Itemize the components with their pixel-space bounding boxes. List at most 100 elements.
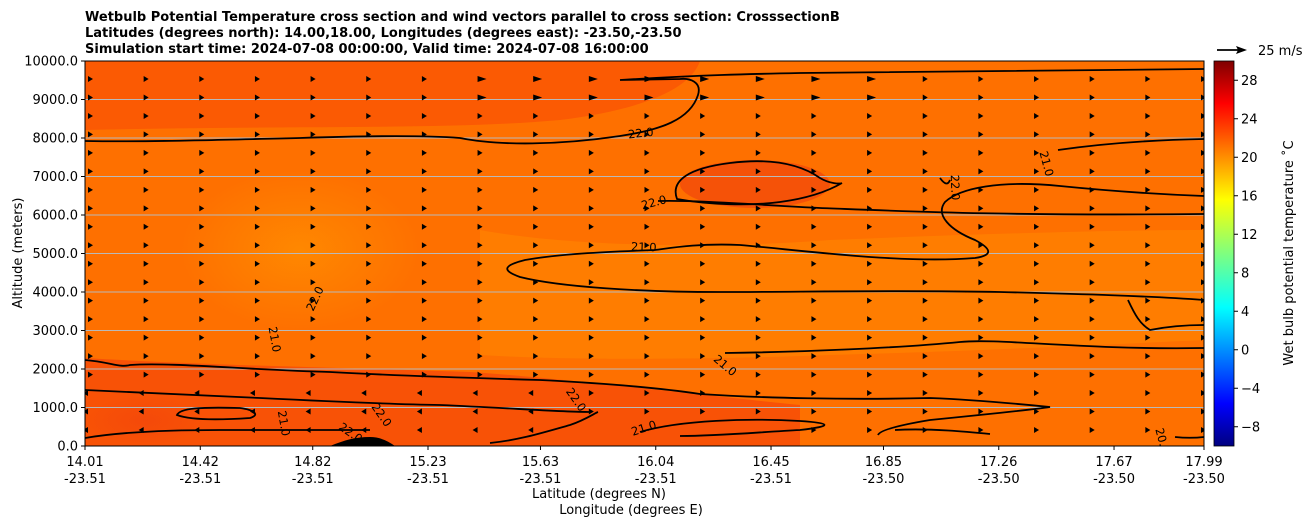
contour-label-7: 21.0 — [266, 326, 284, 354]
wind-vector — [421, 260, 427, 267]
wind-vector — [1089, 353, 1095, 360]
wind-vector — [588, 242, 594, 249]
wind-vector — [811, 223, 817, 230]
wind-vector — [922, 390, 928, 397]
wind-vector — [1201, 76, 1204, 82]
wind-vector — [143, 260, 149, 267]
wind-vector — [588, 297, 594, 304]
wind-vector — [811, 242, 817, 249]
x-tick-label-lat: 17.99 — [1185, 455, 1222, 470]
wind-vector — [361, 427, 367, 433]
wind-vector — [644, 408, 650, 415]
wind-vector — [199, 131, 205, 138]
wind-vector — [310, 242, 316, 249]
wind-vector — [199, 76, 205, 82]
wind-vector — [922, 94, 928, 101]
wind-vector — [1201, 223, 1204, 230]
x-tick-label-lon: -23.51 — [635, 472, 677, 487]
wind-vector — [254, 297, 260, 304]
y-tick-label: 8000.0 — [33, 132, 79, 147]
wind-vector — [254, 260, 260, 267]
wind-vector — [588, 223, 594, 230]
wind-vector — [254, 279, 260, 286]
colorbar-label: Wet bulb potential temperature ˚C — [1281, 140, 1297, 365]
wind-vector — [249, 390, 255, 397]
wind-vector — [755, 297, 761, 304]
wind-vector — [922, 242, 928, 249]
wind-vector — [755, 260, 761, 267]
wind-vector — [1201, 427, 1204, 433]
wind-vector — [366, 94, 372, 101]
wind-vector — [755, 94, 765, 101]
wind-vector — [421, 353, 427, 360]
title-line-1: Wetbulb Potential Temperature cross sect… — [85, 10, 840, 25]
wind-vector — [88, 353, 93, 360]
wind-vector — [1034, 223, 1040, 230]
wind-vector — [472, 408, 478, 415]
wind-vector — [1089, 427, 1095, 433]
wind-vector — [88, 316, 93, 323]
wind-vector — [1034, 242, 1040, 249]
wind-vector — [254, 316, 260, 323]
wind-vector — [1034, 334, 1040, 341]
wind-vector — [88, 205, 93, 212]
field-upper-warm — [85, 61, 700, 130]
wind-vector — [1201, 94, 1204, 101]
wind-vector — [1145, 223, 1151, 230]
wind-vector — [755, 76, 765, 82]
wind-vector — [644, 76, 654, 82]
plot-area: 22.0 22.0 21.0 22.0 22.0 21.0 21.0 22.0 … — [85, 61, 1204, 446]
wind-vector — [922, 112, 928, 119]
contour-22-bottom — [489, 411, 599, 444]
wind-vector — [528, 408, 534, 415]
wind-vector — [194, 427, 200, 433]
wind-vector — [1089, 297, 1095, 304]
wind-vector — [867, 297, 873, 304]
wind-vector — [811, 149, 817, 156]
wind-vector — [811, 76, 821, 82]
contour-label-1: 22.0 — [627, 125, 654, 142]
wind-vector — [1145, 260, 1151, 267]
wind-vector — [700, 186, 706, 193]
wind-vector — [143, 112, 149, 119]
wind-vector — [922, 279, 928, 286]
wind-vector — [978, 371, 984, 378]
wind-vector — [533, 279, 539, 286]
wind-vector — [310, 297, 316, 304]
wind-vector — [922, 131, 928, 138]
wind-vector — [644, 390, 650, 397]
wind-vector — [755, 223, 761, 230]
wind-vector — [1034, 131, 1040, 138]
wind-vector — [978, 76, 984, 82]
wind-vector — [310, 168, 316, 175]
quiver-key-arrow-head — [1236, 46, 1247, 54]
wind-vector — [755, 112, 761, 119]
wind-vector — [199, 334, 205, 341]
wind-vector — [254, 186, 260, 193]
wind-vector — [366, 223, 372, 230]
x-tick-label-lat: 15.63 — [522, 455, 559, 470]
wind-vector — [88, 260, 93, 267]
wind-vector — [1145, 112, 1151, 119]
wind-vector — [1145, 297, 1151, 304]
wind-vector — [1089, 223, 1095, 230]
wind-vector — [1089, 242, 1095, 249]
contour-21-bottom — [85, 429, 370, 439]
wind-vector — [477, 316, 483, 323]
wind-vector — [421, 297, 427, 304]
wind-vector — [88, 297, 93, 304]
wind-vector — [755, 353, 761, 360]
wind-vector — [1034, 408, 1040, 415]
wind-vector — [254, 223, 260, 230]
wind-vector — [199, 149, 205, 156]
wind-vector — [700, 297, 706, 304]
wind-vector — [1089, 390, 1095, 397]
wind-vector — [755, 316, 761, 323]
wind-vector — [88, 94, 93, 101]
field-mid-glow — [180, 170, 420, 330]
wind-vector — [1201, 408, 1204, 415]
wind-vector — [1145, 353, 1151, 360]
wind-vector — [143, 353, 149, 360]
wind-vector — [755, 334, 761, 341]
wind-vector — [1089, 94, 1095, 101]
